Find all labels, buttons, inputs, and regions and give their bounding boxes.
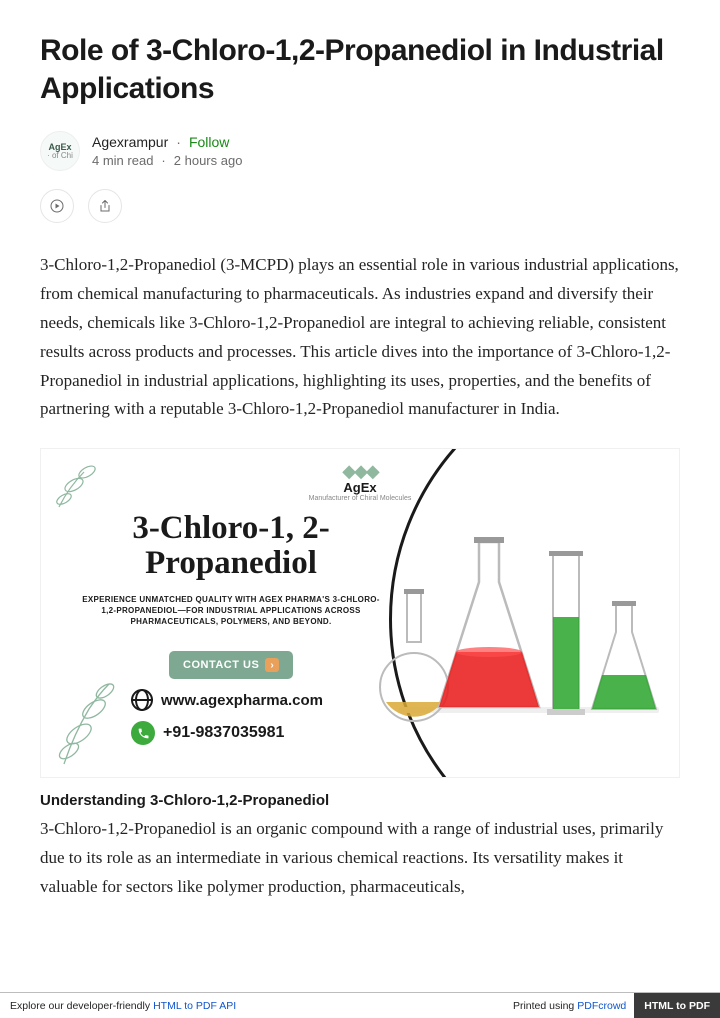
author-avatar[interactable]: AgEx · of Chi: [40, 131, 80, 171]
footer-left-text: Explore our developer-friendly: [10, 1000, 150, 1012]
logo-name: AgEx: [309, 480, 412, 495]
website-row: www.agexpharma.com: [131, 689, 323, 711]
banner-subtitle: EXPERIENCE UNMATCHED QUALITY WITH AGEX P…: [81, 595, 381, 627]
share-button[interactable]: [88, 189, 122, 223]
avatar-text-bottom: · of Chi: [47, 152, 73, 160]
separator-dot: ·: [176, 134, 181, 150]
phone-icon: [131, 721, 155, 745]
follow-link[interactable]: Follow: [189, 134, 229, 150]
flask-conical-icon: [424, 532, 554, 717]
footer-mid-text: Printed using: [513, 1000, 574, 1012]
banner-title: 3-Chloro-1, 2-Propanediol: [81, 511, 381, 580]
phone-text: +91-9837035981: [163, 724, 284, 742]
posted-time: 2 hours ago: [174, 153, 243, 168]
flask-conical-small-icon: [584, 597, 664, 717]
pdfcrowd-footer: Explore our developer-friendly HTML to P…: [0, 992, 720, 1018]
play-icon: [50, 199, 64, 213]
html-to-pdf-badge[interactable]: HTML to PDF: [634, 993, 720, 1018]
leaf-decoration-icon: [49, 457, 119, 517]
arrow-right-icon: ›: [265, 658, 279, 672]
intro-paragraph: 3-Chloro-1,2-Propanediol (3-MCPD) plays …: [40, 251, 680, 424]
logo-tagline: Manufacturer of Chiral Molecules: [309, 495, 412, 502]
section-subheading: Understanding 3-Chloro-1,2-Propanediol: [40, 792, 680, 809]
byline: AgEx · of Chi Agexrampur · Follow 4 min …: [40, 131, 680, 171]
share-icon: [98, 199, 112, 213]
promo-banner: ◆◆◆ AgEx Manufacturer of Chiral Molecule…: [40, 448, 680, 778]
author-name[interactable]: Agexrampur: [92, 134, 168, 150]
website-text: www.agexpharma.com: [161, 692, 323, 709]
contact-us-button[interactable]: CONTACT US ›: [169, 651, 293, 679]
body-paragraph: 3-Chloro-1,2-Propanediol is an organic c…: [40, 815, 680, 902]
logo-mark-icon: ◆◆◆: [309, 461, 412, 482]
flask-illustration: [379, 507, 659, 747]
read-time: 4 min read: [92, 153, 153, 168]
flask-cylinder-icon: [547, 547, 585, 717]
leaf-decoration-icon: [49, 679, 129, 769]
banner-logo: ◆◆◆ AgEx Manufacturer of Chiral Molecule…: [309, 461, 412, 502]
pdfcrowd-link[interactable]: PDFcrowd: [577, 1000, 626, 1012]
article-title: Role of 3-Chloro-1,2-Propanediol in Indu…: [40, 32, 680, 107]
cta-label: CONTACT US: [183, 659, 259, 671]
api-link[interactable]: HTML to PDF API: [153, 1000, 236, 1012]
listen-button[interactable]: [40, 189, 74, 223]
phone-row: +91-9837035981: [131, 721, 284, 745]
separator-dot: ·: [161, 153, 165, 168]
globe-icon: [131, 689, 153, 711]
